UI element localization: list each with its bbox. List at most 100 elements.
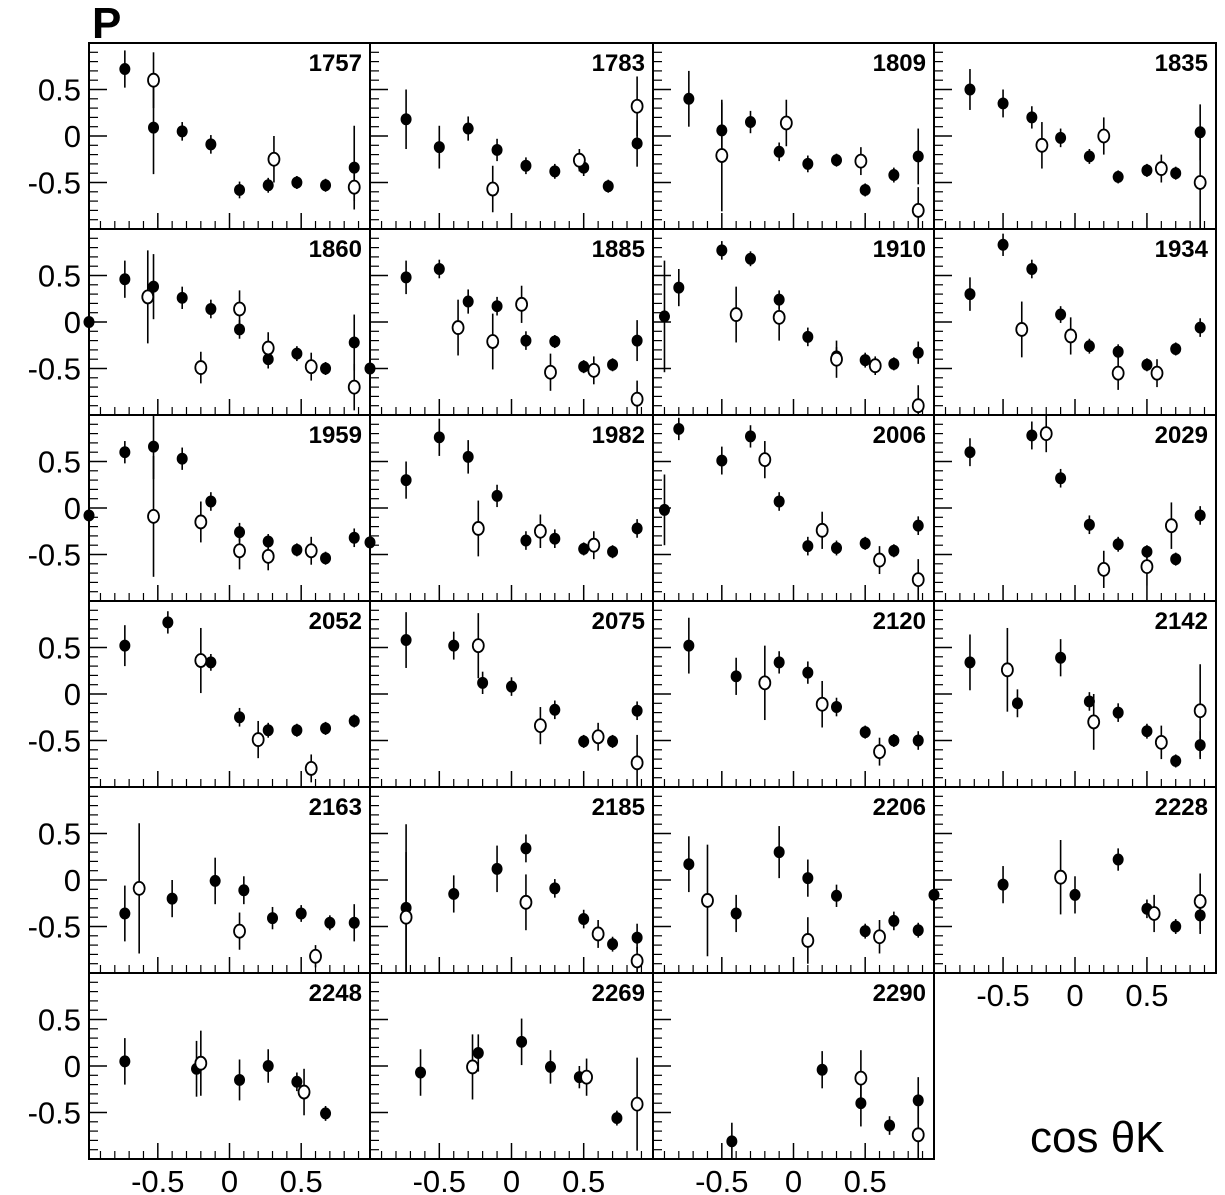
y-tick-label: -0.5 (28, 724, 81, 759)
x-tick-label: 0.5 (280, 1164, 323, 1195)
panel-label: 1934 (1155, 236, 1209, 263)
filled-point (448, 887, 460, 900)
filled-point (477, 676, 489, 689)
open-point (1164, 518, 1178, 534)
filled-point (320, 179, 332, 192)
filled-point (964, 83, 976, 96)
filled-point (1055, 472, 1067, 485)
filled-point (400, 634, 412, 647)
open-point (261, 340, 275, 356)
y-tick-label: 0.5 (38, 817, 81, 852)
filled-point (631, 522, 643, 535)
open-point (1154, 161, 1168, 176)
filled-point (1141, 358, 1153, 371)
filled-point (83, 316, 95, 328)
filled-point (1011, 697, 1023, 710)
filled-point (1083, 150, 1095, 163)
open-point (580, 1069, 593, 1085)
open-point (630, 98, 644, 114)
filled-point (1112, 706, 1124, 719)
panel-label: 1860 (309, 236, 362, 263)
filled-point (320, 1107, 332, 1120)
filled-point (549, 882, 561, 895)
y-tick-label: 0 (64, 119, 81, 154)
filled-point (544, 1060, 556, 1073)
open-point (194, 653, 208, 668)
open-point (544, 364, 557, 380)
filled-point (997, 238, 1009, 251)
filled-point (491, 143, 503, 156)
open-point (587, 537, 601, 553)
filled-point (364, 362, 376, 375)
filled-point (831, 154, 843, 167)
filled-point (859, 183, 871, 196)
panel-label: 1982 (592, 422, 645, 449)
filled-point (730, 670, 742, 683)
filled-point (234, 1073, 246, 1086)
open-point (1097, 561, 1111, 577)
filled-point (631, 334, 643, 347)
open-point (251, 732, 265, 747)
filled-point (888, 914, 900, 927)
panel-label: 2228 (1155, 794, 1208, 821)
open-point (194, 514, 208, 530)
filled-point (1083, 518, 1095, 531)
filled-point (119, 907, 131, 920)
open-point (304, 543, 318, 559)
filled-point (348, 916, 360, 929)
filled-point (831, 701, 843, 714)
filled-point (348, 714, 360, 727)
filled-point (1170, 167, 1182, 180)
open-point (471, 521, 485, 536)
filled-point (262, 179, 274, 192)
open-point (147, 508, 160, 524)
filled-point (520, 842, 532, 855)
filled-point (607, 545, 619, 558)
filled-point (1069, 888, 1081, 901)
open-point (141, 289, 155, 305)
filled-point (472, 1046, 484, 1059)
filled-point (802, 330, 814, 343)
x-tick-label: 0 (1066, 978, 1083, 1013)
panel-label: 2142 (1155, 608, 1208, 635)
filled-point (462, 450, 474, 463)
filled-point (912, 346, 924, 359)
open-point (779, 115, 793, 131)
filled-point (964, 288, 976, 301)
filled-point (888, 734, 900, 747)
filled-point (516, 1035, 528, 1048)
open-point (471, 638, 485, 654)
panel-label: 2075 (592, 608, 645, 635)
open-point (801, 933, 815, 948)
filled-point (997, 878, 1009, 891)
filled-point (578, 542, 590, 555)
filled-point (912, 150, 924, 163)
filled-point (912, 519, 924, 532)
open-point (399, 909, 413, 925)
y-tick-label: 0.5 (38, 445, 81, 480)
open-point (347, 179, 361, 195)
open-point (591, 926, 605, 942)
open-point (729, 307, 743, 322)
filled-point (631, 704, 643, 717)
panel-label: 2006 (873, 422, 926, 449)
filled-point (773, 846, 785, 859)
filled-point (658, 310, 670, 323)
open-point (772, 309, 786, 325)
filled-point (364, 536, 376, 549)
filled-point (773, 656, 785, 669)
open-point (911, 398, 925, 414)
open-point (758, 675, 772, 691)
open-point (466, 1059, 479, 1075)
filled-point (520, 334, 532, 347)
open-point (911, 1127, 925, 1143)
filled-point (859, 726, 871, 739)
filled-point (1083, 340, 1095, 353)
filled-point (578, 735, 590, 748)
panel-label: 1835 (1155, 50, 1208, 77)
filled-point (348, 161, 360, 174)
filled-point (1112, 170, 1124, 183)
filled-point (726, 1135, 738, 1148)
filled-point (912, 734, 924, 747)
panel-label: 2163 (309, 794, 362, 821)
